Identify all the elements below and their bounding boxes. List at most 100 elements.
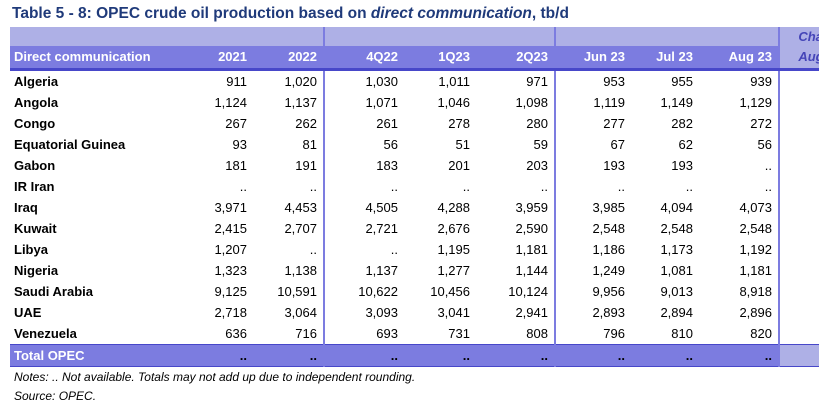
value-cell: 2,896 bbox=[699, 302, 780, 323]
total-row: Total OPEC.................. bbox=[10, 344, 819, 367]
row-label: Venezuela bbox=[14, 326, 77, 341]
table-row: Venezuela 636 716 693 731 808 796 810 82010 bbox=[10, 323, 819, 345]
table-row: Kuwait 2,415 2,707 2,721 2,676 2,590 2,548 2,54… bbox=[10, 218, 819, 239]
value-cell: .. bbox=[699, 176, 780, 197]
value-cell: 3,093 bbox=[365, 305, 398, 320]
value-cell: 1,098 bbox=[476, 92, 556, 113]
column-header: 2021 bbox=[174, 46, 253, 71]
value-cell: 191 bbox=[253, 155, 325, 176]
header-row: Direct communication 2021 2022 4Q22 1Q23… bbox=[10, 46, 819, 71]
value-cell: 181 bbox=[225, 158, 247, 173]
value-cell: 62 bbox=[678, 137, 693, 152]
value-cell: 939 bbox=[699, 69, 780, 92]
change-cell: -95 bbox=[779, 281, 819, 302]
value-cell: 203 bbox=[476, 155, 556, 176]
value-cell: 4,453 bbox=[253, 197, 325, 218]
value-cell: 1,071 bbox=[365, 95, 398, 110]
value-cell: 267 bbox=[225, 116, 247, 131]
row-label: Congo bbox=[14, 116, 56, 131]
column-header: Aug 23 bbox=[699, 46, 780, 71]
value-cell: 262 bbox=[253, 113, 325, 134]
value-cell: 193 bbox=[603, 158, 625, 173]
value-cell: 67 bbox=[610, 137, 625, 152]
change-cell: 100 bbox=[779, 260, 819, 281]
value-cell: 731 bbox=[448, 326, 470, 341]
value-cell: 1,144 bbox=[476, 260, 556, 281]
value-cell: 2,548 bbox=[699, 218, 780, 239]
value-cell: 1,323 bbox=[214, 263, 247, 278]
value-cell: 1,138 bbox=[253, 260, 325, 281]
value-cell: 1,181 bbox=[476, 239, 556, 260]
value-cell: .. bbox=[685, 179, 693, 194]
value-cell: 1,137 bbox=[365, 263, 398, 278]
value-cell: 1,020 bbox=[253, 69, 325, 92]
row-label: Libya bbox=[14, 242, 48, 257]
change-cell: -7 bbox=[779, 134, 819, 155]
column-header: 4Q22 bbox=[324, 46, 404, 71]
change-cell: .. bbox=[779, 155, 819, 176]
value-cell: 1,119 bbox=[593, 95, 625, 110]
row-label: Total OPEC bbox=[10, 344, 174, 367]
value-cell: .. bbox=[617, 179, 625, 194]
change-cell: 18 bbox=[779, 239, 819, 260]
value-cell: 8,918 bbox=[699, 281, 780, 302]
value-cell: 971 bbox=[476, 69, 556, 92]
change-cell: 2 bbox=[779, 302, 819, 323]
row-label: Kuwait bbox=[14, 221, 57, 236]
value-cell: 808 bbox=[476, 323, 556, 345]
value-cell: 93 bbox=[232, 137, 247, 152]
row-label: UAE bbox=[14, 305, 42, 320]
value-cell: 4,094 bbox=[660, 200, 693, 215]
value-cell: 2,548 bbox=[660, 221, 693, 236]
value-cell: 183 bbox=[376, 158, 398, 173]
value-cell: 277 bbox=[603, 116, 625, 131]
value-cell: 1,137 bbox=[253, 92, 325, 113]
value-cell: 2,590 bbox=[476, 218, 556, 239]
value-cell: .. bbox=[253, 239, 325, 260]
value-cell: 911 bbox=[226, 74, 247, 89]
value-cell: 10,456 bbox=[430, 284, 470, 299]
change-header: Change bbox=[779, 27, 819, 46]
value-cell: 4,073 bbox=[699, 197, 780, 218]
table-row: Angola 1,124 1,137 1,071 1,046 1,098 1,119 1,14… bbox=[10, 92, 819, 113]
value-cell: 2,721 bbox=[365, 221, 398, 236]
value-cell: 261 bbox=[376, 116, 398, 131]
notes-text: Notes: .. Not available. Totals may not … bbox=[14, 370, 416, 384]
value-cell: 9,125 bbox=[214, 284, 247, 299]
value-cell: .. bbox=[476, 176, 556, 197]
value-cell: 2,548 bbox=[592, 221, 625, 236]
change-cell: 10 bbox=[779, 323, 819, 345]
value-cell: 201 bbox=[448, 158, 470, 173]
value-cell: 1,207 bbox=[214, 242, 247, 257]
value-cell: 278 bbox=[448, 116, 470, 131]
value-cell: .. bbox=[253, 344, 325, 367]
value-cell: 9,956 bbox=[592, 284, 625, 299]
source-text: Source: OPEC. bbox=[14, 389, 97, 403]
table-row: Saudi Arabia 9,125 10,591 10,622 10,456 10,12… bbox=[10, 281, 819, 302]
value-cell: 2,894 bbox=[660, 305, 693, 320]
value-cell: 1,181 bbox=[699, 260, 780, 281]
value-cell: .. bbox=[699, 344, 780, 367]
value-cell: 2,941 bbox=[476, 302, 556, 323]
column-header: 1Q23 bbox=[404, 46, 476, 71]
value-cell: 3,959 bbox=[476, 197, 556, 218]
value-cell: 9,013 bbox=[660, 284, 693, 299]
value-cell: .. bbox=[631, 344, 699, 367]
value-cell: 4,288 bbox=[437, 200, 470, 215]
table-row: IR Iran.................. bbox=[10, 176, 819, 197]
value-cell: .. bbox=[324, 344, 404, 367]
value-cell: .. bbox=[253, 176, 325, 197]
value-cell: 1,011 bbox=[438, 74, 470, 89]
value-cell: 1,192 bbox=[699, 239, 780, 260]
row-label: Gabon bbox=[14, 158, 56, 173]
column-header: 2Q23 bbox=[476, 46, 556, 71]
value-cell: 272 bbox=[699, 113, 780, 134]
value-cell: .. bbox=[462, 179, 470, 194]
value-cell: 10,591 bbox=[253, 281, 325, 302]
value-cell: 636 bbox=[225, 326, 247, 341]
table-row: UAE 2,718 3,064 3,093 3,041 2,941 2,893 2,894 2,… bbox=[10, 302, 819, 323]
change-cell: .. bbox=[779, 344, 819, 367]
production-table: Change Direct communication 2021 2022 4Q… bbox=[10, 27, 819, 367]
value-cell: 3,985 bbox=[592, 200, 625, 215]
